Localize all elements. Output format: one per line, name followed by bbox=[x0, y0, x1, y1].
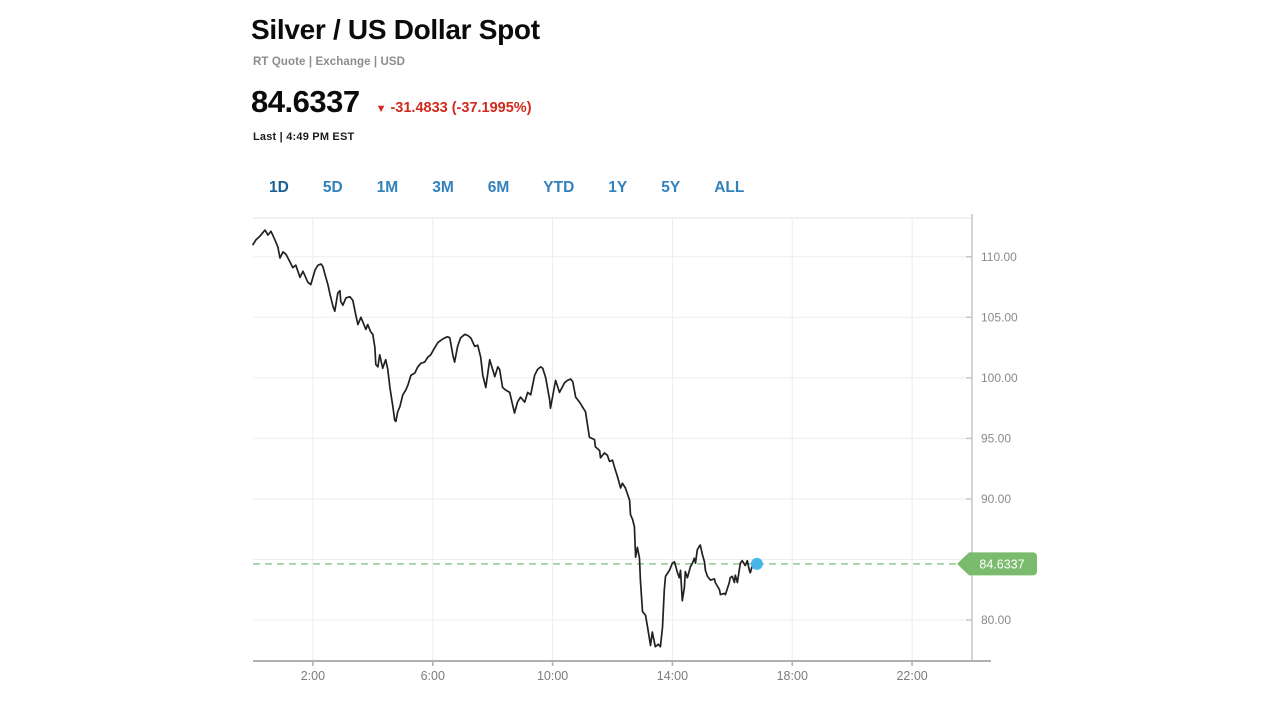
price-change: ▼ -31.4833 (-37.1995%) bbox=[376, 100, 532, 116]
range-tab-5d[interactable]: 5D bbox=[322, 179, 343, 196]
range-tab-all[interactable]: ALL bbox=[714, 179, 745, 196]
price-row: 84.6337 ▼ -31.4833 (-37.1995%) bbox=[251, 84, 532, 120]
y-tick-label: 100.00 bbox=[981, 371, 1018, 385]
last-price-tag bbox=[957, 552, 1037, 576]
y-tick-label: 95.00 bbox=[981, 431, 1011, 445]
y-tick-label: 80.00 bbox=[981, 613, 1011, 627]
x-tick-label: 18:00 bbox=[777, 669, 808, 683]
range-tab-1m[interactable]: 1M bbox=[376, 179, 399, 196]
time-range-tabs: 1D 5D 1M 3M 6M YTD 1Y 5Y ALL bbox=[269, 179, 744, 197]
range-tab-ytd[interactable]: YTD bbox=[543, 179, 575, 196]
x-tick-label: 6:00 bbox=[421, 669, 445, 683]
range-tab-5y[interactable]: 5Y bbox=[661, 179, 681, 196]
y-tick-label: 105.00 bbox=[981, 310, 1018, 324]
range-tab-1y[interactable]: 1Y bbox=[608, 179, 628, 196]
x-tick-label: 2:00 bbox=[301, 669, 325, 683]
last-price-value: 84.6337 bbox=[251, 84, 360, 119]
x-tick-label: 22:00 bbox=[896, 669, 927, 683]
range-tab-3m[interactable]: 3M bbox=[432, 179, 454, 196]
change-value: -31.4833 (-37.1995%) bbox=[390, 100, 532, 116]
y-tick-label: 110.00 bbox=[981, 250, 1017, 264]
x-tick-label: 10:00 bbox=[537, 669, 568, 683]
range-tab-6m[interactable]: 6M bbox=[487, 179, 510, 196]
last-price-dot bbox=[750, 557, 763, 570]
y-tick-label: 90.00 bbox=[981, 492, 1011, 506]
quote-meta: RT Quote | Exchange | USD bbox=[253, 56, 406, 68]
down-arrow-icon: ▼ bbox=[375, 103, 387, 115]
last-timestamp: Last | 4:49 PM EST bbox=[253, 131, 355, 143]
page-title: Silver / US Dollar Spot bbox=[251, 14, 540, 45]
price-line bbox=[252, 229, 758, 648]
last-price-tag-label: 84.6337 bbox=[979, 557, 1024, 571]
range-tab-1d[interactable]: 1D bbox=[269, 179, 289, 196]
x-tick-label: 14:00 bbox=[657, 669, 688, 683]
